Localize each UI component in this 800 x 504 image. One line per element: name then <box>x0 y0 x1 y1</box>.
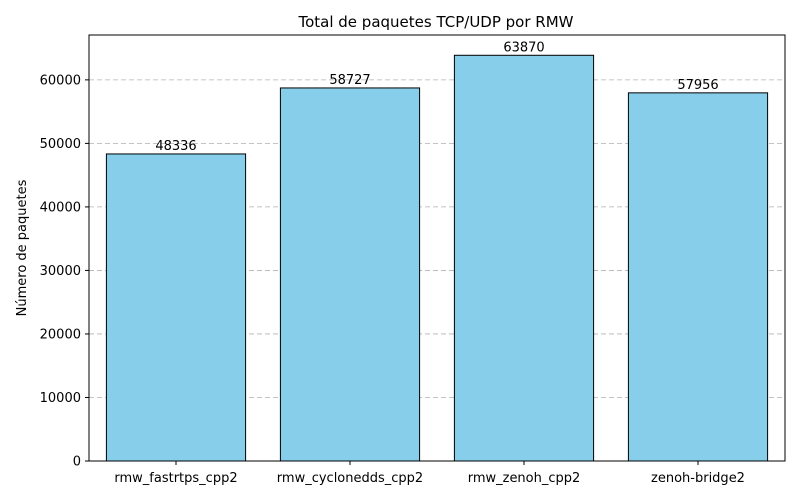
bar-zenoh-bridge2 <box>627 92 769 462</box>
x-axis-ticks: rmw_fastrtps_cpp2 rmw_cyclonedds_cpp2 rmw_… <box>114 461 745 486</box>
x-tick-label: rmw_zenoh_cpp2 <box>468 471 581 486</box>
bar-rmw_zenoh_cpp2 <box>453 54 595 462</box>
y-tick-label: 50000 <box>40 137 81 152</box>
bar-value-label: 58727 <box>329 73 370 88</box>
x-tick-label: rmw_cyclonedds_cpp2 <box>277 471 423 486</box>
x-tick-label: rmw_fastrtps_cpp2 <box>114 471 237 486</box>
y-axis-ticks: 0 10000 20000 30000 40000 50000 60000 <box>40 73 89 470</box>
bar-value-label: 57956 <box>677 78 718 93</box>
chart-title: Total de paquetes TCP/UDP por RMW <box>297 13 573 31</box>
y-tick-label: 20000 <box>40 327 81 342</box>
bar-rmw_cyclonedds_cpp2 <box>279 87 421 462</box>
y-tick-label: 30000 <box>40 264 81 279</box>
bar-value-label: 63870 <box>503 40 544 55</box>
data-labels-layer: 48336 58727 63870 57956 <box>155 40 718 154</box>
y-tick-label: 60000 <box>40 73 81 88</box>
plot-frame <box>88 34 786 462</box>
y-axis-label: Número de paquetes <box>15 179 30 316</box>
y-tick-label: 0 <box>73 455 81 470</box>
bar-value-label: 48336 <box>155 139 196 154</box>
x-tick-label: zenoh-bridge2 <box>651 471 745 486</box>
y-tick-label: 40000 <box>40 200 81 215</box>
y-tick-label: 10000 <box>40 391 81 406</box>
bars-layer <box>105 54 769 462</box>
bar-rmw_fastrtps_cpp2 <box>105 153 247 462</box>
